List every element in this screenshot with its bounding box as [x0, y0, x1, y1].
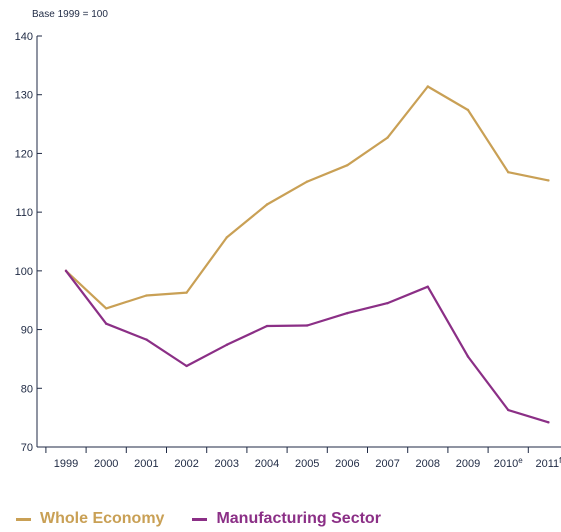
x-tick-label: 2003 — [215, 458, 239, 470]
data-point-whole-economy — [547, 179, 550, 182]
x-tick-superscript: f — [559, 456, 561, 465]
x-tick-label: 2005 — [295, 458, 319, 470]
legend-swatch-manufacturing-sector — [192, 517, 208, 521]
y-tick-label: 100 — [15, 266, 33, 278]
data-point-manufacturing-sector — [507, 408, 510, 412]
x-tick-label: 2002 — [174, 458, 198, 470]
x-tick-label: 2007 — [375, 458, 399, 470]
series-line-manufacturing-sector — [64, 269, 550, 424]
data-point-whole-economy — [466, 108, 470, 112]
data-point-manufacturing-sector — [306, 324, 309, 327]
legend: Whole Economy Manufacturing Sector — [16, 510, 381, 528]
y-tick-label: 110 — [15, 207, 33, 219]
data-point-whole-economy — [225, 236, 228, 239]
x-tick-label: 2008 — [416, 458, 440, 470]
base-note: Base 1999 = 100 — [32, 9, 108, 20]
x-tick-label: 2001 — [134, 458, 158, 470]
y-tick-label: 90 — [21, 325, 33, 337]
x-tick-label: 2009 — [456, 458, 480, 470]
series-lines — [64, 85, 550, 424]
data-point-whole-economy — [185, 291, 188, 294]
y-tick-label: 80 — [21, 383, 33, 395]
data-point-manufacturing-sector — [346, 311, 349, 315]
data-point-whole-economy — [346, 163, 349, 167]
series-line-whole-economy — [64, 85, 550, 310]
line-chart: Base 1999 = 100 70 80 90 100 110 120 130 140 19… — [15, 9, 561, 470]
data-point-manufacturing-sector — [225, 343, 228, 347]
data-point-whole-economy — [145, 294, 148, 297]
data-point-whole-economy — [306, 180, 309, 183]
y-axis: 70 80 90 100 110 120 130 140 — [15, 31, 42, 454]
x-tick-label: 2011f — [535, 456, 561, 470]
x-axis: 1999 2000 2001 2002 2003 2004 2005 2006 2007 2008… — [37, 446, 561, 470]
data-point-whole-economy — [105, 307, 108, 310]
y-tick-label: 70 — [21, 442, 33, 454]
x-tick-label: 2004 — [255, 458, 279, 470]
y-tick-label: 140 — [15, 31, 33, 43]
data-point-manufacturing-sector — [145, 338, 148, 341]
data-point-whole-economy — [265, 203, 269, 206]
data-point-manufacturing-sector — [547, 421, 550, 424]
legend-label-manufacturing-sector: Manufacturing Sector — [216, 510, 381, 527]
legend-swatch-whole-economy — [16, 517, 31, 521]
data-point-manufacturing-sector — [265, 324, 269, 328]
x-tick-label: 2006 — [335, 458, 359, 470]
data-point-whole-economy — [386, 136, 389, 139]
x-tick-label: 2010e — [494, 456, 523, 470]
x-tick-label: 1999 — [54, 458, 78, 470]
data-point-manufacturing-sector — [64, 269, 68, 273]
legend-item-whole-economy: Whole Economy — [16, 510, 164, 528]
legend-item-manufacturing-sector: Manufacturing Sector — [192, 510, 381, 528]
y-tick-label: 130 — [15, 90, 33, 102]
data-point-manufacturing-sector — [426, 285, 429, 288]
data-point-manufacturing-sector — [185, 364, 188, 368]
data-point-whole-economy — [507, 171, 510, 174]
x-tick-superscript: e — [518, 456, 523, 465]
data-point-manufacturing-sector — [386, 301, 389, 305]
y-tick-label: 120 — [15, 148, 33, 160]
data-point-manufacturing-sector — [105, 322, 108, 325]
legend-label-whole-economy: Whole Economy — [40, 510, 165, 527]
data-point-whole-economy — [426, 85, 429, 88]
x-tick-label: 2000 — [94, 458, 118, 470]
data-point-manufacturing-sector — [466, 355, 470, 358]
